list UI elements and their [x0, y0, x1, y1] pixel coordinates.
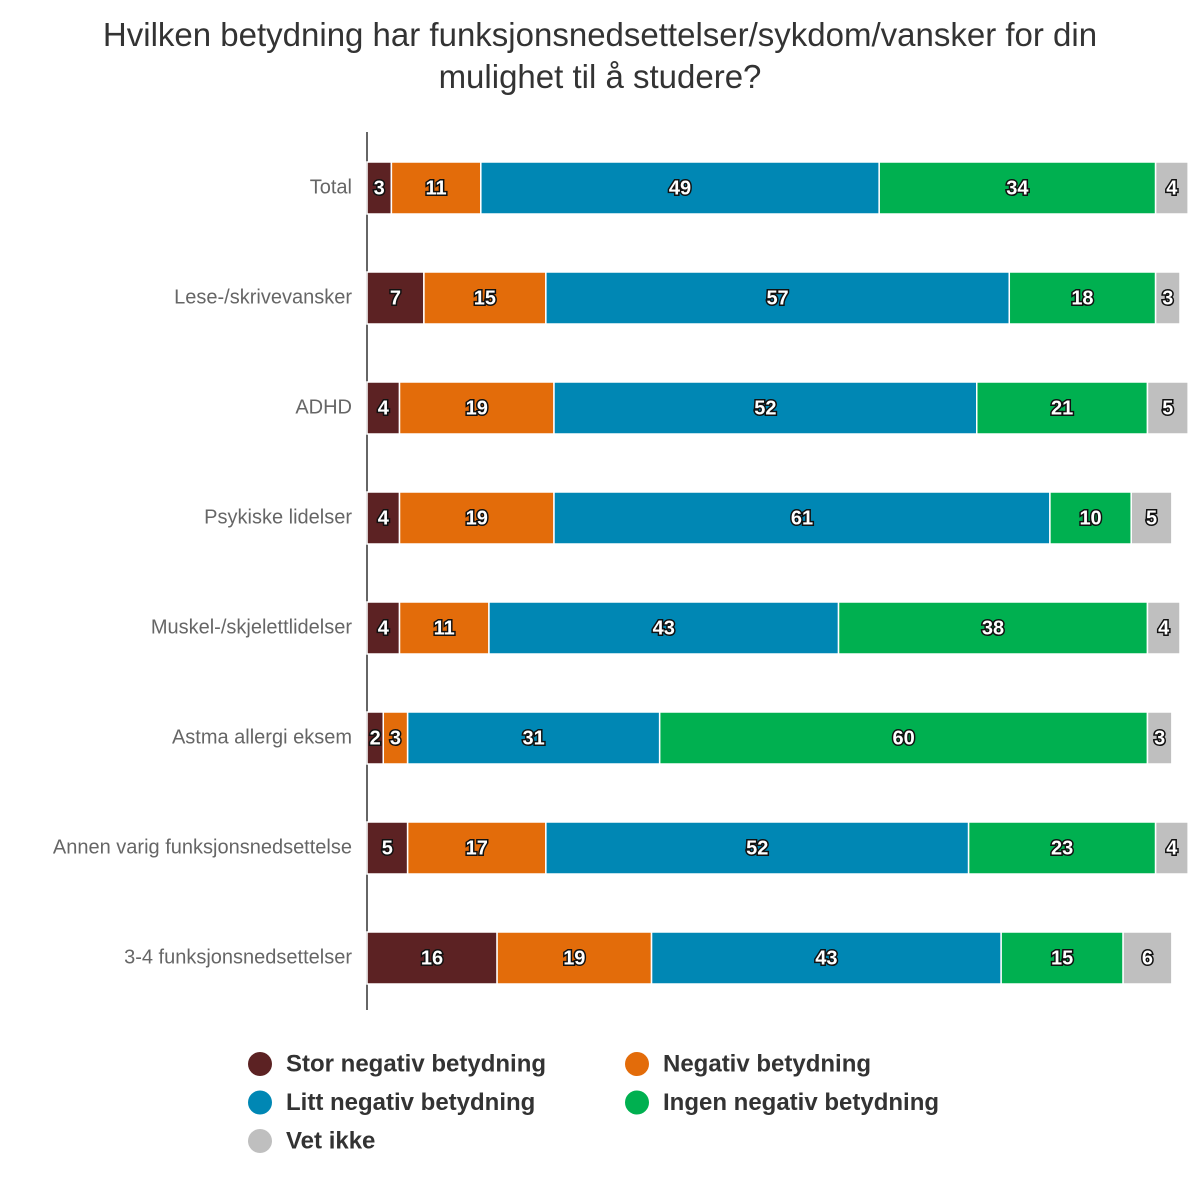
bar-segment [1146, 711, 1173, 765]
legend-label: Vet ikke [286, 1127, 375, 1154]
legend-marker [625, 1090, 649, 1115]
legend-marker [248, 1129, 272, 1153]
bar-segment [1146, 601, 1181, 655]
value-label: 16 [421, 947, 443, 969]
bar-segment [1122, 931, 1173, 985]
bar-segment [1049, 491, 1132, 545]
value-label: 38 [982, 617, 1004, 639]
value-label: 17 [466, 837, 488, 859]
legend-label: Stor negativ betydning [286, 1050, 546, 1077]
bar-segment [366, 271, 425, 325]
category-label: Muskel-/skjelettlidelser [151, 616, 353, 638]
category-label: 3-4 funksjonsnedsettelser [124, 946, 352, 968]
bar-segment [976, 381, 1149, 435]
bar-segment [658, 711, 1149, 765]
legend-label: Negativ betydning [663, 1050, 871, 1077]
bar-segment [398, 381, 555, 435]
bar-segment [398, 601, 490, 655]
bar-segment [1154, 271, 1181, 325]
bar-segment [382, 711, 409, 765]
legend-marker [248, 1090, 272, 1115]
bar-segment [1008, 271, 1157, 325]
bar-segment [1154, 161, 1189, 215]
bar-segment [488, 601, 840, 655]
bar-segment [1000, 931, 1124, 985]
value-label: 4 [378, 507, 390, 529]
value-label: 19 [466, 397, 488, 419]
bar-segment [480, 161, 880, 215]
bar-segment [366, 601, 401, 655]
bar-segment [837, 601, 1149, 655]
value-label: 10 [1079, 507, 1101, 529]
category-label: ADHD [295, 396, 352, 418]
value-label: 21 [1051, 397, 1073, 419]
bar-segment [650, 931, 1002, 985]
value-label: 60 [892, 727, 914, 749]
value-label: 4 [1158, 617, 1170, 639]
value-label: 4 [378, 397, 390, 419]
value-label: 3 [374, 177, 385, 199]
value-label: 3 [1154, 727, 1165, 749]
value-label: 15 [1051, 947, 1073, 969]
bar-segment [366, 161, 393, 215]
value-label: 43 [815, 947, 837, 969]
value-label: 31 [523, 727, 545, 749]
value-label: 57 [766, 287, 788, 309]
value-label: 5 [1146, 507, 1157, 529]
bar-segment [1154, 821, 1189, 875]
value-label: 7 [390, 287, 401, 309]
value-label: 34 [1006, 177, 1029, 199]
value-label: 3 [1162, 287, 1173, 309]
category-label: Astma allergi eksem [172, 726, 352, 748]
value-label: 49 [669, 177, 691, 199]
bar-segment [1130, 491, 1173, 545]
legend-label: Ingen negativ betydning [663, 1089, 939, 1116]
category-label: Total [310, 176, 352, 198]
value-label: 61 [791, 507, 813, 529]
value-label: 19 [563, 947, 585, 969]
value-label: 4 [1166, 177, 1178, 199]
value-label: 52 [754, 397, 776, 419]
bar-segment [366, 381, 401, 435]
value-label: 19 [466, 507, 488, 529]
legend-marker [248, 1052, 272, 1076]
value-label: 5 [382, 837, 393, 859]
value-label: 6 [1142, 947, 1153, 969]
value-label: 5 [1162, 397, 1173, 419]
value-label: 11 [434, 617, 455, 639]
value-label: 2 [370, 727, 381, 749]
legend-label: Litt negativ betydning [286, 1089, 535, 1116]
value-label: 3 [390, 727, 401, 749]
category-label: Lese-/skrivevansker [174, 286, 352, 308]
value-label: 11 [426, 177, 447, 199]
value-label: 43 [653, 617, 675, 639]
bar-segment [398, 491, 555, 545]
value-label: 18 [1071, 287, 1093, 309]
value-label: 4 [1166, 837, 1178, 859]
bar-segment [406, 711, 661, 765]
value-label: 23 [1051, 837, 1073, 859]
bar-segment [366, 931, 498, 985]
bar-segment [967, 821, 1157, 875]
value-label: 52 [746, 837, 768, 859]
bar-segment [390, 161, 482, 215]
chart-title: Hvilken betydning har funksjonsnedsettel… [102, 16, 1098, 95]
bar-segment [878, 161, 1157, 215]
category-label: Annen varig funksjonsnedsettelse [53, 836, 352, 858]
value-label: 4 [378, 617, 390, 639]
bar-segment [1146, 381, 1189, 435]
legend-marker [625, 1052, 649, 1076]
bar-segment [553, 381, 978, 435]
value-label: 15 [474, 287, 496, 309]
category-label: Psykiske lidelser [204, 506, 352, 528]
bar-segment [366, 491, 401, 545]
